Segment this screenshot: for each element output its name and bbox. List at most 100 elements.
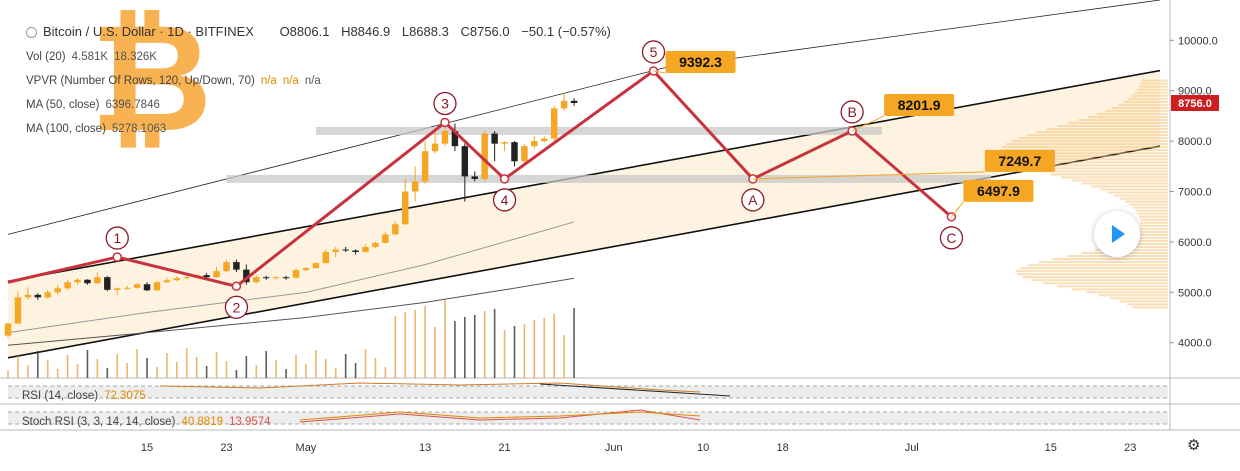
vpvr-row xyxy=(1106,245,1168,248)
rsi-band xyxy=(8,386,1168,398)
candle-body xyxy=(471,176,478,179)
volume-bar xyxy=(464,317,466,378)
indicator-vpvr[interactable]: VPVR (Number Of Rows, 120, Up/Down, 70) n… xyxy=(26,75,321,87)
x-tick-label: 15 xyxy=(141,442,153,454)
volume-bar xyxy=(66,355,69,378)
volume-bar xyxy=(305,364,307,378)
vpvr-row xyxy=(1096,112,1168,115)
ohlc-open: O8806.1 xyxy=(279,24,330,39)
wave-node xyxy=(231,281,242,292)
volume-bar xyxy=(513,326,516,378)
wave-marker-label-2: 2 xyxy=(233,299,241,315)
candle-body xyxy=(322,252,330,264)
vpvr-row xyxy=(1118,103,1168,106)
candle-body xyxy=(491,133,498,144)
wave-node xyxy=(112,252,122,262)
vpvr-row xyxy=(1057,285,1168,288)
indicator-ma50[interactable]: MA (50, close) 6396.7846 xyxy=(26,99,160,111)
candle-body xyxy=(253,277,260,283)
volume-bar xyxy=(444,300,446,378)
volume-bar xyxy=(27,365,29,378)
replay-play-button[interactable] xyxy=(1094,211,1140,257)
vpvr-row xyxy=(1098,294,1168,297)
vpvr-row xyxy=(1007,158,1168,161)
vpvr-row xyxy=(1140,82,1168,85)
vpvr-row xyxy=(1071,288,1168,291)
current-price-tag xyxy=(1171,95,1219,112)
candle-body xyxy=(94,277,101,284)
candle-body xyxy=(451,131,459,147)
vpvr-row xyxy=(1071,179,1168,182)
vpvr-row xyxy=(1139,227,1168,230)
vpvr-row xyxy=(1112,106,1168,109)
bitcoin-logo: ₿ xyxy=(90,0,213,166)
stoch-legend[interactable]: Stoch RSI (3, 3, 14, 14, close) 40.8819 13… xyxy=(22,416,271,428)
candle-body xyxy=(104,277,111,290)
vpvr-row xyxy=(1123,100,1168,103)
vpvr-row xyxy=(1000,152,1168,155)
volume-bar xyxy=(384,367,387,378)
stoch-label: Stoch RSI (3, 3, 14, 14, close) xyxy=(22,416,176,428)
settings-gear-icon[interactable]: ⚙ xyxy=(1187,437,1201,454)
x-tick-label: 13 xyxy=(419,442,431,454)
callout-box xyxy=(963,179,1034,202)
candle-body xyxy=(431,143,439,152)
play-icon xyxy=(1112,225,1125,243)
x-tick-label: 21 xyxy=(498,442,510,454)
vpvr-row xyxy=(1132,306,1168,309)
vpvr-row xyxy=(1087,115,1168,118)
wave-marker-3 xyxy=(433,91,457,116)
symbol-header[interactable]: Bitcoin / U.S. Dollar · 1D · BITFINEX O8… xyxy=(26,24,611,39)
volume-bar xyxy=(523,324,526,378)
candle-body xyxy=(123,287,131,289)
candle-body xyxy=(153,282,161,291)
candle-body xyxy=(312,263,320,269)
vpvr-row xyxy=(1085,291,1168,294)
y-tick-label: 10000.0 xyxy=(1178,35,1218,47)
volume-bar xyxy=(146,358,148,378)
rsi-legend[interactable]: RSI (14, close) 72.3075 xyxy=(22,390,146,402)
ohlc-high: H8846.9 xyxy=(341,24,391,39)
volume-bar xyxy=(185,348,188,378)
vpvr-row xyxy=(1005,143,1168,146)
wave-marker-C xyxy=(939,226,964,250)
vpvr-row xyxy=(1104,109,1168,112)
vpvr-row xyxy=(1119,300,1168,303)
volume-bar xyxy=(36,351,39,378)
vpvr-row xyxy=(1050,173,1168,176)
oscillators xyxy=(8,382,1168,425)
price-callouts: 9392.3 8201.9 7249.7 6497.9 xyxy=(653,50,1055,218)
x-tick-label: Jun xyxy=(605,442,623,454)
candle-body xyxy=(550,108,558,139)
callout-text: 6497.9 xyxy=(977,183,1020,199)
callout-leader xyxy=(752,171,985,180)
candle-body xyxy=(372,242,379,247)
vpvr-row xyxy=(1001,146,1168,149)
candle-body xyxy=(570,100,578,104)
candle-body xyxy=(541,138,548,142)
candle-body xyxy=(223,262,230,272)
ma50-label: MA (50, close) xyxy=(26,99,100,111)
wave-marker-5 xyxy=(641,40,666,64)
vpvr-row xyxy=(1107,191,1168,194)
candle-body xyxy=(521,146,528,162)
symbol-eye-icon[interactable] xyxy=(26,27,37,39)
candle-body xyxy=(213,271,220,278)
volume-bar xyxy=(533,320,536,378)
volume-bar xyxy=(225,361,228,378)
volume-bar xyxy=(275,360,277,378)
vpvr-row xyxy=(1099,188,1168,191)
price-axis-panel[interactable] xyxy=(1170,0,1240,430)
indicator-ma100[interactable]: MA (100, close) 5278.1063 xyxy=(26,123,166,135)
volume-bar xyxy=(424,306,426,378)
vpvr-row xyxy=(1128,97,1168,100)
candle-body xyxy=(24,294,32,298)
volume-bar xyxy=(215,352,218,378)
wave-marker-label-5: 5 xyxy=(650,44,658,60)
candle-body xyxy=(481,133,488,179)
indicator-vol[interactable]: Vol (20) 4.581K 18.326K xyxy=(26,51,157,63)
price-axis: 4000.0 5000.0 6000.0 7000.0 8000.0 9000.0 1000… xyxy=(1170,35,1219,350)
volume-bar xyxy=(116,354,119,378)
volume-bar xyxy=(473,315,476,378)
